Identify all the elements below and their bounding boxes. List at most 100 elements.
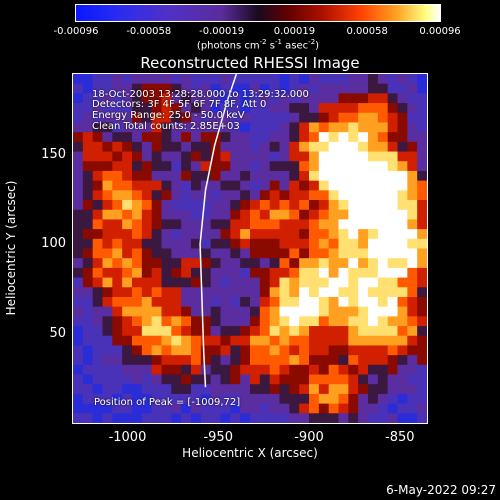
heatmap-cell — [299, 335, 310, 347]
heatmap-cell — [387, 74, 399, 85]
heatmap-cell — [309, 180, 320, 191]
heatmap-cell — [259, 326, 271, 337]
heatmap-cell — [240, 345, 251, 356]
heatmap-cell — [112, 326, 123, 337]
heatmap-cell — [289, 393, 300, 405]
y-axis-label: Heliocentric Y (arcsec) — [4, 180, 18, 316]
heatmap-cell — [348, 103, 359, 114]
heatmap-cell — [358, 151, 369, 162]
heatmap-cell — [92, 384, 104, 395]
heatmap-cell — [112, 190, 123, 201]
heatmap-cell — [122, 287, 133, 298]
heatmap-cell — [318, 326, 330, 337]
heatmap-cell — [269, 112, 281, 124]
heatmap-cell — [132, 355, 143, 366]
heatmap-cell — [240, 161, 251, 172]
heatmap-cell — [338, 384, 349, 395]
heatmap-cell — [318, 296, 330, 308]
heatmap-cell — [279, 103, 290, 114]
heatmap-cell — [240, 83, 251, 94]
heatmap-cell — [240, 93, 251, 104]
heatmap-cell — [122, 93, 133, 104]
heatmap-cell — [328, 326, 340, 337]
heatmap-cell — [318, 316, 330, 327]
heatmap-cell — [171, 151, 182, 162]
heatmap-cell — [151, 403, 163, 414]
heatmap-cell — [377, 277, 389, 288]
heatmap-cell — [132, 345, 143, 356]
heatmap-cell — [368, 93, 379, 104]
heatmap-cell — [122, 219, 133, 230]
heatmap-cell — [122, 122, 133, 133]
heatmap-cell — [171, 335, 182, 347]
heatmap-cell — [141, 229, 153, 240]
heatmap-cell — [151, 219, 163, 230]
heatmap-cell — [328, 374, 340, 385]
heatmap-cell — [210, 403, 222, 414]
heatmap-cell — [82, 209, 94, 221]
heatmap-cell — [240, 151, 251, 162]
heatmap-cell — [318, 229, 330, 240]
heatmap-cell — [368, 296, 379, 308]
heatmap-cell — [417, 403, 427, 414]
heatmap-cell — [299, 374, 310, 385]
heatmap-cell — [122, 132, 133, 143]
heatmap-cell — [73, 393, 84, 405]
heatmap-cell — [102, 267, 113, 279]
heatmap-cell — [230, 180, 241, 191]
heatmap-cell — [279, 374, 290, 385]
heatmap-cell — [122, 384, 133, 395]
heatmap-cell — [200, 335, 212, 347]
heatmap-cell — [397, 258, 408, 269]
heatmap-cell — [92, 248, 104, 259]
heatmap-cell — [348, 209, 359, 221]
heatmap-cell — [151, 238, 163, 250]
heatmap-cell — [200, 238, 212, 250]
heatmap-cell — [259, 74, 271, 85]
heatmap-cell — [191, 345, 202, 356]
heatmap-cell — [289, 122, 300, 133]
heatmap-cell — [368, 74, 379, 85]
heatmap-cell — [191, 74, 202, 85]
heatmap-cell — [397, 151, 408, 162]
heatmap-cell — [112, 364, 123, 376]
heatmap-cell — [240, 141, 251, 153]
heatmap-cell — [250, 374, 261, 385]
heatmap-cell — [161, 345, 172, 356]
heatmap-cell — [358, 161, 369, 172]
heatmap-cell — [102, 384, 113, 395]
heatmap-cell — [240, 393, 251, 405]
heatmap-cell — [309, 403, 320, 414]
heatmap-cell — [328, 345, 340, 356]
heatmap-cell — [171, 209, 182, 221]
heatmap-cell — [269, 93, 281, 104]
heatmap-cell — [230, 345, 241, 356]
heatmap-cell — [181, 384, 192, 395]
heatmap-cell — [200, 83, 212, 94]
heatmap-cell — [220, 316, 231, 327]
heatmap-cell — [240, 132, 251, 143]
heatmap-cell — [191, 112, 202, 124]
heatmap-cell — [397, 74, 408, 85]
heatmap-cell — [230, 316, 241, 327]
heatmap-cell — [112, 209, 123, 221]
heatmap-cell — [151, 267, 163, 279]
heatmap-cell — [348, 296, 359, 308]
heatmap-cell — [181, 209, 192, 221]
heatmap-cell — [289, 238, 300, 250]
heatmap-cell — [407, 83, 418, 94]
heatmap-cell — [299, 229, 310, 240]
heatmap-cell — [279, 258, 290, 269]
heatmap-cell — [82, 287, 94, 298]
heatmap-cell — [358, 122, 369, 133]
heatmap-cell — [407, 316, 418, 327]
heatmap-cell — [132, 122, 143, 133]
heatmap-cell — [318, 384, 330, 395]
heatmap-cell — [279, 209, 290, 221]
heatmap-cell — [328, 151, 340, 162]
heatmap-cell — [387, 277, 399, 288]
heatmap-cell — [82, 83, 94, 94]
heatmap-cell — [82, 238, 94, 250]
colorbar-tick-label: -0.00019 — [199, 26, 245, 37]
heatmap-cell — [299, 355, 310, 366]
